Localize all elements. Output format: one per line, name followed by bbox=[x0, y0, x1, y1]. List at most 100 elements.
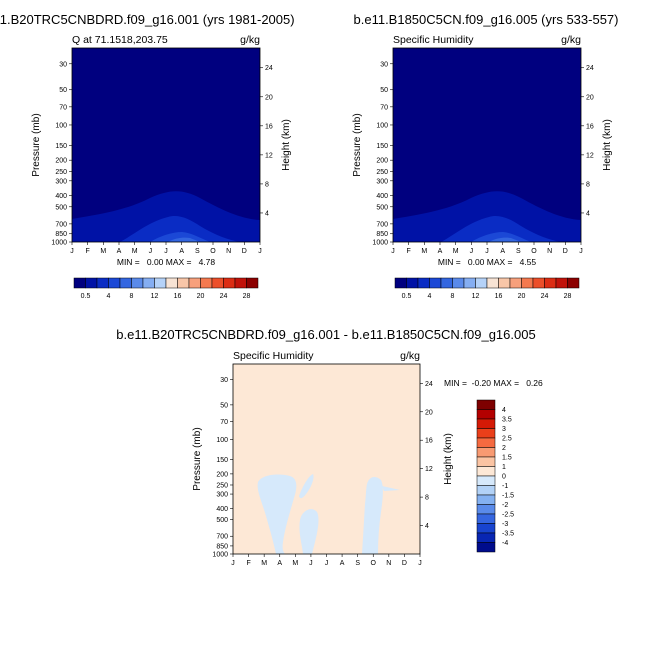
pressure-tick-label: 100 bbox=[55, 122, 67, 129]
panel-3-title: b.e11.B20TRC5CNBDRD.f09_g16.001 - b.e11.… bbox=[116, 327, 535, 342]
pressure-tick-label: 150 bbox=[55, 143, 67, 150]
colorbar-swatch bbox=[246, 277, 259, 289]
pressure-tick-label: 250 bbox=[55, 169, 67, 176]
pressure-tick-label: 300 bbox=[55, 178, 67, 185]
colorbar-label: -4 bbox=[502, 540, 508, 547]
month-tick-label: J bbox=[470, 248, 474, 255]
colorbar-swatch bbox=[476, 513, 496, 524]
height-tick-label: 24 bbox=[265, 65, 273, 72]
panel-1-axes: 30 50 70 100 150 200 250 300 400 500 700 850 1000 4 8 1… bbox=[51, 61, 272, 255]
colorbar-swatch bbox=[544, 277, 557, 289]
month-tick-label: A bbox=[179, 248, 184, 255]
panel-3-negative-region-4 bbox=[362, 476, 383, 554]
colorbar-swatch bbox=[476, 542, 496, 553]
panel-3-ylabel-right: Height (km) bbox=[443, 433, 454, 485]
month-tick-label: A bbox=[438, 248, 443, 255]
height-tick-label: 24 bbox=[586, 65, 594, 72]
height-tick-label: 24 bbox=[425, 381, 433, 388]
month-tick-label: J bbox=[309, 560, 313, 567]
pressure-tick-label: 500 bbox=[55, 204, 67, 211]
colorbar-label: 3 bbox=[502, 426, 506, 433]
month-tick-label: M bbox=[292, 560, 298, 567]
colorbar-swatch bbox=[211, 277, 224, 289]
colorbar-swatch bbox=[476, 399, 496, 410]
pressure-tick-label: 850 bbox=[376, 231, 388, 238]
panel-1-ylabel-right: Height (km) bbox=[281, 119, 292, 171]
panel-1-plot bbox=[71, 47, 261, 243]
panel-1-contour-level-3 bbox=[150, 232, 210, 242]
panel-2-stats: MIN = 0.00 MAX = 4.55 bbox=[438, 257, 537, 267]
panel-2-axes: 30 50 70 100 150 200 250 300 400 500 700 850 1000 4 8 1… bbox=[372, 61, 593, 255]
colorbar-swatch bbox=[452, 277, 465, 289]
colorbar-swatch bbox=[154, 277, 167, 289]
pressure-tick-label: 250 bbox=[216, 482, 228, 489]
pressure-tick-label: 1000 bbox=[51, 240, 67, 247]
colorbar-label: 24 bbox=[541, 293, 549, 300]
colorbar-swatch bbox=[476, 485, 496, 496]
panel-3-plot bbox=[232, 363, 421, 555]
pressure-tick-label: 200 bbox=[216, 471, 228, 478]
colorbar-label: 2 bbox=[502, 445, 506, 452]
pressure-tick-label: 200 bbox=[376, 158, 388, 165]
colorbar-swatch bbox=[476, 409, 496, 420]
panel-1-contour-level-1 bbox=[72, 191, 260, 242]
month-tick-label: J bbox=[258, 248, 262, 255]
height-tick-label: 20 bbox=[265, 94, 273, 101]
pressure-tick-label: 150 bbox=[376, 143, 388, 150]
colorbar-label: -1 bbox=[502, 483, 508, 490]
pressure-tick-label: 30 bbox=[59, 61, 67, 68]
pressure-tick-label: 50 bbox=[220, 402, 228, 409]
colorbar-swatch bbox=[475, 277, 488, 289]
pressure-tick-label: 700 bbox=[376, 221, 388, 228]
month-tick-label: O bbox=[371, 560, 377, 567]
colorbar-label: 16 bbox=[174, 293, 182, 300]
colorbar-swatch bbox=[131, 277, 144, 289]
colorbar-swatch bbox=[555, 277, 568, 289]
panel-2-contour-level-2 bbox=[441, 216, 561, 242]
colorbar-swatch bbox=[108, 277, 121, 289]
colorbar-swatch bbox=[119, 277, 132, 289]
height-tick-label: 8 bbox=[425, 495, 429, 502]
month-tick-label: A bbox=[340, 560, 345, 567]
colorbar-swatch bbox=[476, 523, 496, 534]
colorbar-label: 4 bbox=[502, 407, 506, 414]
month-tick-label: F bbox=[86, 248, 90, 255]
pressure-tick-label: 500 bbox=[216, 517, 228, 524]
colorbar-swatch bbox=[486, 277, 499, 289]
panel-1: b.e11.B20TRC5CNBDRD.f09_g16.001 (yrs 198… bbox=[0, 12, 295, 300]
height-tick-label: 8 bbox=[265, 181, 269, 188]
month-tick-label: J bbox=[485, 248, 489, 255]
pressure-tick-label: 50 bbox=[380, 87, 388, 94]
pressure-tick-label: 70 bbox=[220, 419, 228, 426]
colorbar-swatch bbox=[440, 277, 453, 289]
colorbar-swatch bbox=[476, 447, 496, 458]
panel-2-title: b.e11.B1850C5CN.f09_g16.005 (yrs 533-557… bbox=[354, 12, 619, 27]
height-tick-label: 4 bbox=[265, 210, 269, 217]
height-tick-label: 16 bbox=[425, 438, 433, 445]
month-tick-label: N bbox=[547, 248, 552, 255]
pressure-tick-label: 70 bbox=[59, 104, 67, 111]
pressure-tick-label: 30 bbox=[220, 377, 228, 384]
colorbar-swatch bbox=[417, 277, 430, 289]
panel-2-subtitle-left: Specific Humidity bbox=[393, 34, 474, 46]
month-tick-label: O bbox=[531, 248, 537, 255]
pressure-tick-label: 200 bbox=[55, 158, 67, 165]
pressure-tick-label: 400 bbox=[376, 193, 388, 200]
panel-1-ylabel: Pressure (mb) bbox=[31, 113, 42, 176]
month-tick-label: M bbox=[421, 248, 427, 255]
month-tick-label: M bbox=[100, 248, 106, 255]
height-tick-label: 20 bbox=[425, 409, 433, 416]
panel-1-subtitle-left: Q at 71.1518,203.75 bbox=[72, 34, 168, 46]
month-tick-label: S bbox=[355, 560, 360, 567]
month-tick-label: J bbox=[325, 560, 329, 567]
month-tick-label: M bbox=[132, 248, 138, 255]
month-tick-label: D bbox=[242, 248, 247, 255]
pressure-tick-label: 400 bbox=[216, 506, 228, 513]
colorbar-label: -2.5 bbox=[502, 512, 514, 519]
colorbar-swatch bbox=[73, 277, 86, 289]
height-tick-label: 4 bbox=[425, 523, 429, 530]
colorbar-label: 12 bbox=[151, 293, 159, 300]
height-tick-label: 20 bbox=[586, 94, 594, 101]
panel-3-negative-region-1 bbox=[257, 474, 297, 554]
